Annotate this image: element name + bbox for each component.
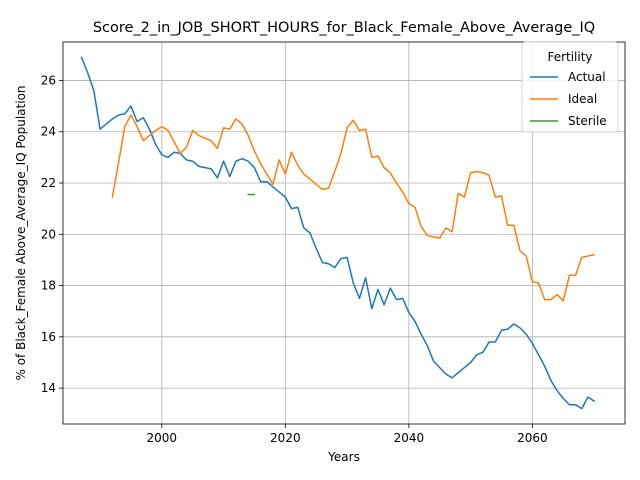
y-axis-label: % of Black_Female Above_Average_IQ Popul…	[14, 85, 28, 380]
series-line-ideal	[111, 114, 596, 302]
series-lines	[80, 56, 596, 410]
x-tick-label: 2000	[147, 431, 178, 445]
x-axis: 2000 2020 2040 2060	[147, 424, 548, 445]
x-tick-label: 2040	[394, 431, 425, 445]
series-line-actual	[80, 56, 596, 410]
y-tick-label: 14	[41, 381, 56, 395]
x-axis-label: Years	[327, 450, 360, 464]
y-tick-label: 24	[41, 125, 56, 139]
y-tick-label: 26	[41, 73, 56, 87]
legend-title: Fertility	[547, 50, 592, 64]
legend-label-sterile: Sterile	[568, 114, 607, 128]
chart-title: Score_2_in_JOB_SHORT_HOURS_for_Black_Fem…	[93, 20, 595, 36]
y-tick-label: 18	[41, 279, 56, 293]
plot-frame	[62, 41, 626, 425]
legend-items: Actual Ideal Sterile	[530, 70, 607, 128]
legend: Fertility Actual Ideal Sterile	[521, 41, 619, 133]
y-tick-label: 20	[41, 227, 56, 241]
y-tick-label: 16	[41, 330, 56, 344]
legend-box	[521, 41, 619, 133]
y-tick-label: 22	[41, 176, 56, 190]
legend-label-ideal: Ideal	[568, 92, 597, 106]
x-tick-label: 2060	[517, 431, 548, 445]
y-axis: 14 16 18 20 22 24 26	[41, 73, 63, 395]
legend-label-actual: Actual	[568, 70, 606, 84]
x-tick-label: 2020	[270, 431, 301, 445]
